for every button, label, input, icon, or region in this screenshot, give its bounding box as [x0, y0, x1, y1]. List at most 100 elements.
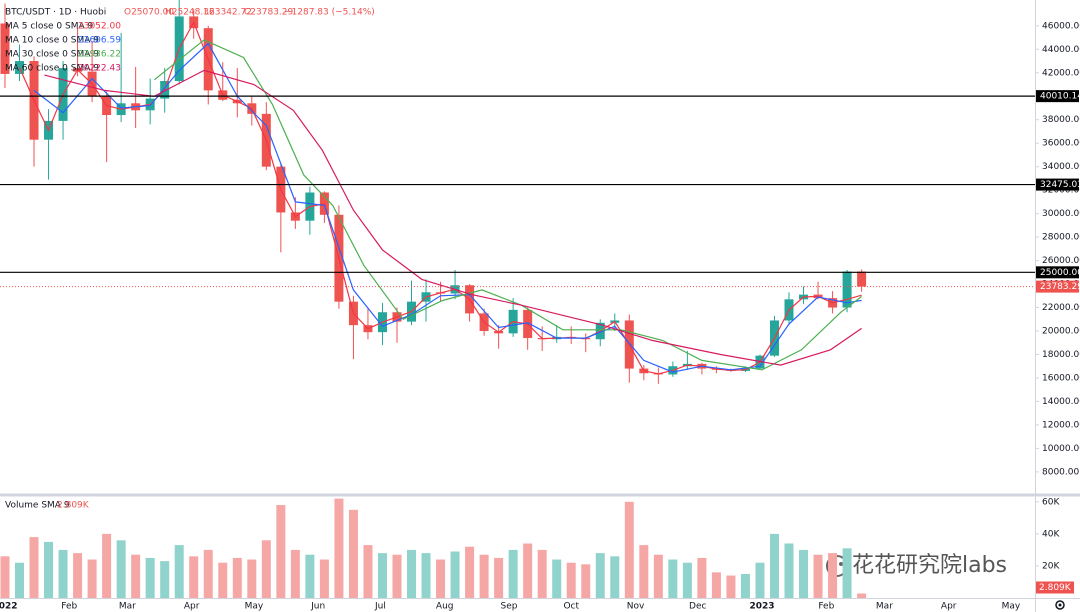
ohlc-close: C23783.29 — [244, 8, 294, 18]
ma-line — [44, 69, 862, 366]
volume-bar — [523, 543, 533, 598]
volume-bar — [769, 533, 779, 598]
y-tick-label: 34000.00 — [1042, 162, 1080, 172]
ohlc-low: L23342.72 — [204, 8, 252, 18]
ohlc-high: H25248.36 — [165, 8, 215, 18]
x-tick-label: Aug — [436, 602, 454, 612]
volume-bar — [726, 575, 736, 598]
x-tick-label: May — [245, 602, 264, 612]
legend-name: MA 60 close 0 SMA 9 — [5, 64, 99, 74]
ma-line — [153, 39, 862, 371]
y-tick-label: 14000.00 — [1042, 397, 1080, 407]
x-tick-label: May — [1002, 602, 1021, 612]
volume-bar — [566, 562, 576, 598]
x-tick-label: Mar — [876, 602, 893, 612]
volume-bar — [319, 559, 329, 598]
y-tick-label: 38000.00 — [1042, 115, 1080, 125]
volume-bar — [116, 540, 126, 598]
x-tick-label: Jul — [374, 602, 386, 612]
volume-bar — [740, 573, 750, 598]
y-tick-label: 42000.00 — [1042, 68, 1080, 78]
volume-bar — [436, 559, 446, 598]
price-label-box — [1036, 280, 1079, 293]
volume-bar — [421, 553, 431, 598]
y-tick-label: 22000.00 — [1042, 303, 1080, 313]
volume-bar — [842, 548, 852, 598]
legend-value: 22606.59 — [78, 36, 121, 46]
volume-bar — [479, 554, 489, 598]
y-tick-label: 20K — [1042, 561, 1060, 571]
volume-bar — [363, 545, 373, 598]
legend-value: 20222.43 — [78, 64, 121, 74]
x-tick-label: Mar — [119, 602, 136, 612]
volume-bar — [87, 559, 97, 598]
volume-bar — [348, 509, 358, 598]
volume-bar — [189, 556, 199, 598]
y-tick-label: 36000.00 — [1042, 139, 1080, 149]
watermark-text: 花花研究院labs — [852, 553, 1007, 578]
volume-bar — [784, 543, 794, 598]
volume-bar — [145, 557, 155, 598]
y-tick-label: 30000.00 — [1042, 209, 1080, 219]
volume-bar — [261, 540, 271, 598]
settings-icon[interactable] — [1055, 600, 1065, 610]
volume-bar — [276, 505, 286, 598]
price-label-box — [1036, 178, 1079, 191]
volume-bar — [828, 553, 838, 598]
ohlc-change: −1287.83 (−5.14%) — [284, 8, 375, 18]
price-label-box — [1036, 90, 1079, 103]
price-label: 40010.14 — [1040, 92, 1080, 102]
candle-body — [857, 271, 867, 287]
volume-bar — [450, 551, 460, 598]
volume-bar — [508, 549, 518, 598]
y-tick-label: 44000.00 — [1042, 45, 1080, 55]
y-tick-label: 28000.00 — [1042, 233, 1080, 243]
volume-bar — [203, 549, 213, 598]
volume-bar — [407, 549, 417, 598]
ma-line — [33, 42, 862, 373]
x-tick-label: 2023 — [750, 602, 775, 612]
x-tick-label: Apr — [941, 602, 957, 612]
volume-bar — [653, 554, 663, 598]
volume-bar — [29, 537, 39, 598]
y-tick-label: 10000.00 — [1042, 444, 1080, 454]
legend-name: MA 10 close 0 SMA 9 — [5, 36, 99, 46]
volume-bar — [0, 556, 10, 598]
volume-bar — [73, 553, 83, 598]
volume-bar — [44, 541, 54, 598]
y-tick-label: 32000.00 — [1042, 186, 1080, 196]
y-tick-label: 18000.00 — [1042, 350, 1080, 360]
volume-bar — [639, 545, 649, 598]
volume-bar — [102, 533, 112, 598]
volume-bar — [290, 549, 300, 598]
price-label: 25000.00 — [1040, 268, 1080, 278]
volume-bar — [682, 562, 692, 598]
volume-bar — [58, 549, 68, 598]
y-tick-label: 46000.00 — [1042, 21, 1080, 31]
volume-bar — [305, 554, 315, 598]
volume-bar — [552, 559, 562, 598]
volume-bar — [14, 562, 24, 598]
volume-legend-value: 2.809K — [57, 501, 90, 511]
y-tick-label: 26000.00 — [1042, 256, 1080, 266]
volume-bar — [537, 549, 547, 598]
volume-bar — [377, 553, 387, 598]
y-tick-label: 8000.00 — [1042, 467, 1079, 477]
y-tick-label: 40K — [1042, 529, 1060, 539]
volume-bar — [595, 553, 605, 598]
candle-body — [0, 23, 10, 74]
x-tick-label: Jun — [310, 602, 325, 612]
y-tick-label: 12000.00 — [1042, 420, 1080, 430]
x-tick-label: Dec — [689, 602, 706, 612]
x-tick-label: Nov — [627, 602, 645, 612]
volume-label-box — [1036, 581, 1074, 594]
price-label-box — [1036, 266, 1079, 279]
x-tick-label: Sep — [501, 602, 518, 612]
x-tick-label: Feb — [818, 602, 834, 612]
legend-name: MA 5 close 0 SMA 9 — [5, 22, 93, 32]
legend-value: 22936.22 — [78, 50, 121, 60]
volume-bar — [581, 564, 591, 598]
volume-bar — [813, 554, 823, 598]
